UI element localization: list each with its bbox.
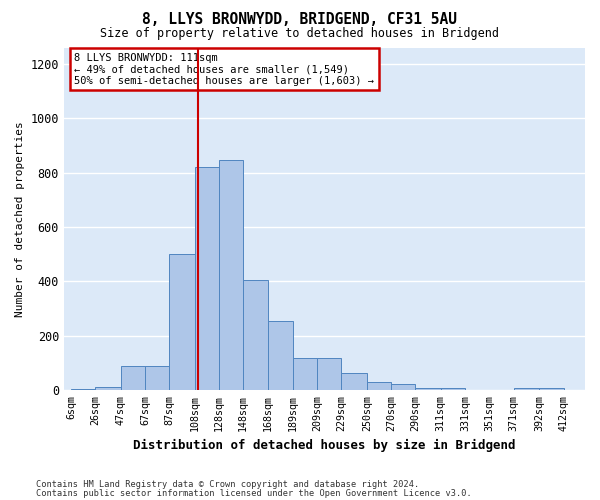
Bar <box>367 382 391 390</box>
X-axis label: Distribution of detached houses by size in Bridgend: Distribution of detached houses by size … <box>133 440 516 452</box>
Bar <box>391 384 415 390</box>
Bar <box>514 388 539 390</box>
Bar <box>71 389 95 390</box>
Text: 8 LLYS BRONWYDD: 111sqm
← 49% of detached houses are smaller (1,549)
50% of semi: 8 LLYS BRONWYDD: 111sqm ← 49% of detache… <box>74 52 374 86</box>
Bar <box>145 366 169 390</box>
Bar <box>121 366 145 390</box>
Bar <box>195 167 219 390</box>
Bar <box>293 358 317 390</box>
Bar <box>341 372 367 390</box>
Text: Contains HM Land Registry data © Crown copyright and database right 2024.: Contains HM Land Registry data © Crown c… <box>36 480 419 489</box>
Y-axis label: Number of detached properties: Number of detached properties <box>15 121 25 316</box>
Bar <box>169 254 195 390</box>
Bar <box>243 280 268 390</box>
Text: Size of property relative to detached houses in Bridgend: Size of property relative to detached ho… <box>101 28 499 40</box>
Bar <box>95 387 121 390</box>
Text: Contains public sector information licensed under the Open Government Licence v3: Contains public sector information licen… <box>36 488 472 498</box>
Text: 8, LLYS BRONWYDD, BRIDGEND, CF31 5AU: 8, LLYS BRONWYDD, BRIDGEND, CF31 5AU <box>143 12 458 28</box>
Bar <box>415 388 441 390</box>
Bar <box>219 160 243 390</box>
Bar <box>317 358 341 390</box>
Bar <box>268 321 293 390</box>
Bar <box>539 388 565 390</box>
Bar <box>441 388 465 390</box>
